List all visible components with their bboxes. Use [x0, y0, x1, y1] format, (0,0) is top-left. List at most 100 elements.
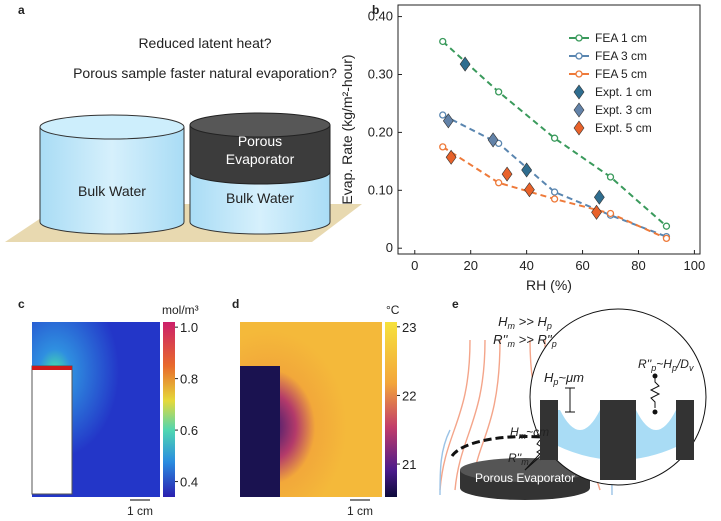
- diamond-marker: [573, 102, 585, 118]
- circle-marker: [606, 209, 615, 218]
- legend-label: Expt. 1 cm: [595, 85, 652, 99]
- pore-wall: [676, 400, 694, 460]
- t: /D: [676, 357, 689, 371]
- legend-label: Expt. 5 cm: [595, 121, 652, 135]
- colorbar-tick-label: 21: [402, 457, 416, 472]
- x-tick-label: 100: [684, 258, 706, 273]
- t: H: [544, 370, 554, 385]
- circle-marker: [662, 222, 671, 230]
- panel-label: d: [232, 297, 239, 311]
- boundary-layer: [450, 435, 602, 458]
- pore-wall: [600, 400, 636, 480]
- t: R'': [493, 332, 508, 347]
- series-line: [442, 40, 668, 227]
- diamond-marker: [445, 149, 457, 165]
- hp-bracket: [565, 387, 575, 413]
- porous-top: [189, 112, 331, 138]
- y-tick-label: 0.10: [368, 182, 393, 197]
- circle-marker: [439, 143, 447, 151]
- t: >> H: [515, 314, 547, 329]
- question: Porous sample faster natural evaporation…: [73, 65, 337, 81]
- circle-marker: [495, 88, 503, 96]
- panel-label: e: [452, 297, 459, 311]
- hm-label: Hm~cm: [510, 425, 549, 441]
- circle-marker: [662, 234, 671, 243]
- legend-label: Expt. 3 cm: [595, 103, 652, 117]
- t: R'': [508, 451, 522, 465]
- cylinder-top: [39, 114, 185, 140]
- sample-top: [32, 366, 72, 370]
- x-tick-label: 80: [631, 258, 645, 273]
- porous-label: Evaporator: [226, 151, 295, 167]
- diamond-marker: [487, 132, 499, 148]
- sub: m: [521, 457, 529, 467]
- colorbar: [385, 322, 397, 497]
- diamond-marker: [524, 182, 535, 198]
- legend-label: FEA 5 cm: [595, 67, 647, 81]
- chart: 0 20 40 60 80 100 0 0.10 0.20 0.30 0.40 RH (%) Evap.…: [339, 4, 706, 293]
- t: ~cm: [526, 425, 549, 439]
- pore-wall: [540, 400, 558, 460]
- node: [652, 373, 658, 379]
- colorbar-tick-label: 23: [402, 320, 416, 335]
- sample: [240, 366, 280, 497]
- t: H: [510, 425, 519, 439]
- cylinder-label: Bulk Water: [78, 183, 146, 199]
- series-line: [442, 114, 667, 238]
- circle-marker: [575, 52, 583, 60]
- cylinder: [39, 126, 185, 235]
- circle-marker: [575, 70, 583, 78]
- x-tick-label: 0: [411, 258, 418, 273]
- circle-marker: [550, 134, 559, 142]
- cylinder-label: Bulk Water: [226, 190, 294, 206]
- t: ~H: [656, 357, 672, 371]
- hp-label: Hp~μm: [544, 370, 584, 387]
- sub: p: [551, 339, 557, 349]
- diamond-marker: [459, 56, 471, 72]
- sub: p: [546, 321, 552, 331]
- colorbar-tick-label: 0.4: [180, 475, 198, 490]
- diamond-marker: [573, 84, 585, 100]
- scale-label: 1 cm: [347, 504, 373, 518]
- diamond-marker: [593, 189, 605, 205]
- porous-label: Porous: [238, 133, 282, 149]
- sub: m: [508, 321, 516, 331]
- scale-label: 1 cm: [127, 504, 153, 518]
- legend-label: FEA 1 cm: [595, 31, 647, 45]
- cylinder: [189, 169, 331, 235]
- question: Reduced latent heat?: [138, 35, 271, 51]
- circle-marker: [550, 188, 559, 196]
- disk-label: Porous Evaporator: [475, 471, 575, 485]
- sample: [31, 365, 73, 495]
- circle-marker: [439, 37, 447, 46]
- x-tick-label: 60: [575, 258, 589, 273]
- circle-marker: [495, 179, 503, 187]
- y-tick-label: 0.20: [368, 124, 393, 139]
- colorbar-unit: mol/m³: [162, 303, 199, 317]
- rp-label: R''p~Hp/Dv: [638, 357, 694, 373]
- colorbar-tick-label: 0.6: [180, 423, 198, 438]
- sub: m: [508, 339, 516, 349]
- resistor: [649, 376, 661, 408]
- diamond-marker: [591, 204, 602, 220]
- x-axis-label: RH (%): [526, 277, 572, 293]
- y-axis-label: Evap. Rate (kg/m²-hour): [339, 54, 355, 204]
- circle-marker: [439, 111, 447, 119]
- plot-frame: [397, 4, 701, 255]
- legend-label: FEA 3 cm: [595, 49, 647, 63]
- panel-label: c: [18, 297, 25, 311]
- circle-marker: [575, 34, 583, 42]
- t: >> R'': [515, 332, 552, 347]
- x-tick-label: 20: [463, 258, 477, 273]
- colorbar-unit: °C: [386, 303, 400, 317]
- sub: p: [552, 377, 558, 387]
- t: H: [498, 314, 508, 329]
- porous-layer: [189, 124, 331, 185]
- y-tick-label: 0.40: [368, 9, 393, 24]
- panel-label: b: [372, 3, 379, 17]
- y-tick-label: 0.30: [368, 66, 393, 81]
- colorbar: [163, 322, 175, 497]
- colorbar-tick-label: 1.0: [180, 320, 198, 335]
- circle-marker: [606, 173, 615, 181]
